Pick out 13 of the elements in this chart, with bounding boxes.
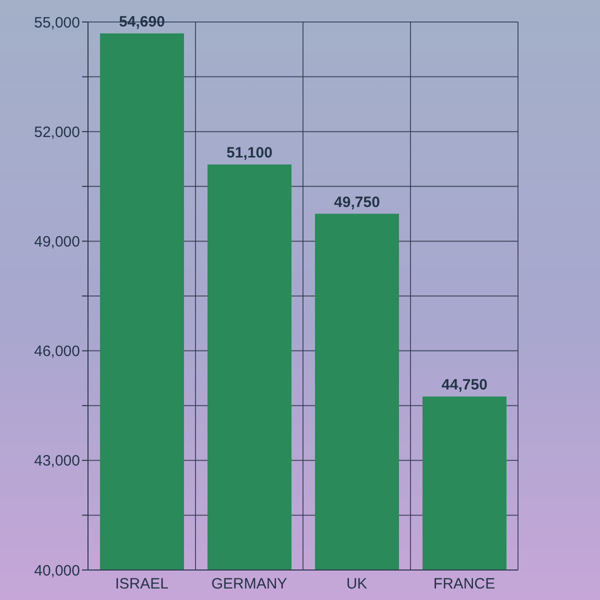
x-tick-label: ISRAEL: [115, 576, 168, 593]
x-tick-label: GERMANY: [211, 576, 288, 593]
x-tick-label: UK: [346, 576, 368, 593]
y-tick-label: 46,000: [34, 343, 80, 360]
data-label: 51,100: [226, 144, 272, 162]
data-label: 49,750: [334, 194, 380, 211]
y-tick-label: 52,000: [34, 124, 80, 141]
y-tick-label: 55,000: [34, 14, 80, 32]
y-tick-label: 43,000: [34, 452, 80, 470]
data-label: 44,750: [442, 376, 488, 394]
x-tick-label: FRANCE: [433, 576, 496, 593]
y-tick-label: 49,000: [34, 234, 80, 251]
y-tick-label: 40,000: [34, 562, 80, 580]
